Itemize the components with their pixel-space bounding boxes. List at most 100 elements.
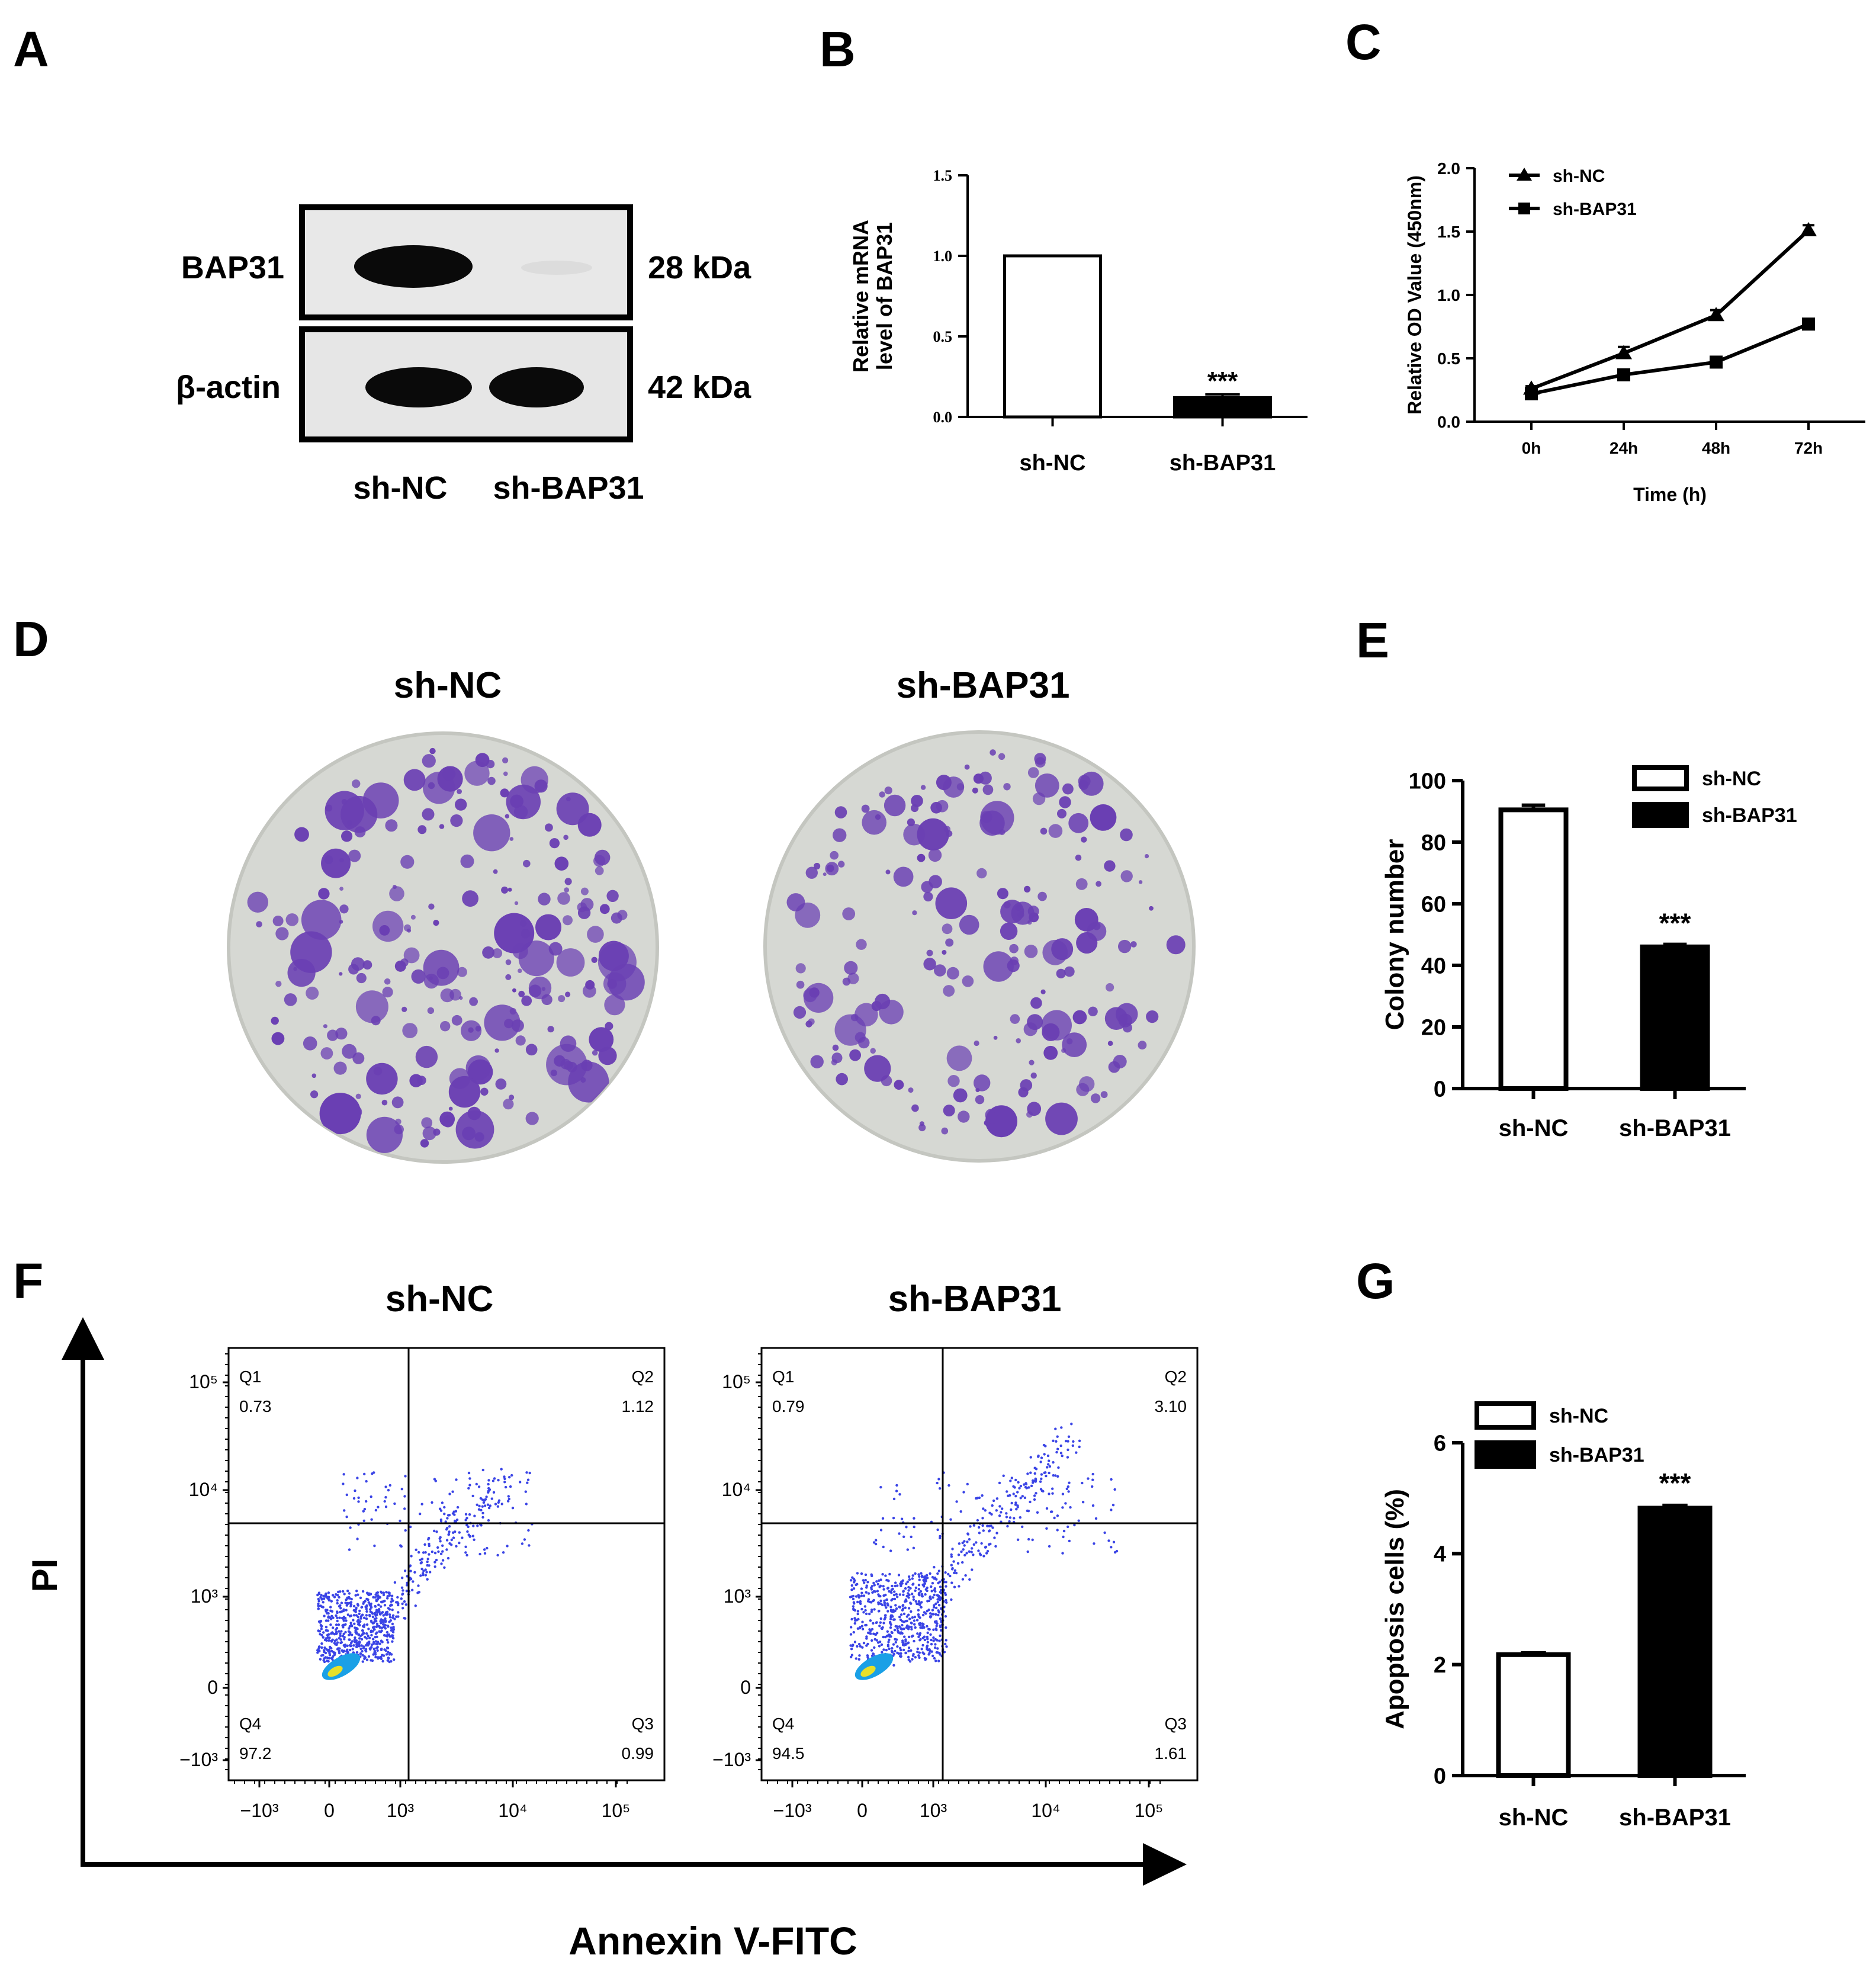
- flow-dot: [346, 1644, 349, 1647]
- flow-dot: [476, 1524, 479, 1527]
- flow-dot: [907, 1627, 910, 1630]
- flow-dot: [918, 1622, 922, 1625]
- flow-dot: [1046, 1466, 1049, 1469]
- flow-dot: [358, 1612, 361, 1615]
- colony: [1029, 1060, 1035, 1065]
- flow-dot: [862, 1611, 865, 1614]
- flow-dot: [1067, 1448, 1069, 1452]
- flow-dot: [929, 1612, 932, 1615]
- flow-dot: [452, 1510, 455, 1513]
- flow-dot: [963, 1544, 966, 1547]
- flow-dot: [370, 1495, 372, 1498]
- flow-dot: [342, 1482, 345, 1485]
- colony: [528, 984, 542, 997]
- flow-dot: [487, 1479, 490, 1482]
- flow-dot: [905, 1526, 908, 1529]
- flow-dot: [525, 1471, 528, 1474]
- flow-dot: [907, 1589, 910, 1592]
- flow-dot: [950, 1581, 953, 1584]
- flow-dot: [1043, 1471, 1046, 1474]
- flow-dot: [354, 1636, 356, 1639]
- flow-dot: [923, 1611, 926, 1614]
- flow-dot: [886, 1602, 889, 1605]
- flow-dot: [373, 1544, 376, 1548]
- data-point: [1802, 317, 1815, 331]
- flow-dot: [332, 1626, 335, 1629]
- flow-dot: [966, 1540, 969, 1543]
- flow-dot: [375, 1609, 378, 1612]
- flow-dot: [899, 1583, 902, 1587]
- data-point: [1710, 355, 1723, 369]
- flow-dot: [482, 1501, 486, 1504]
- flow-y-tick-label: 10³: [191, 1585, 219, 1607]
- flow-dot: [363, 1508, 367, 1511]
- flow-dot: [327, 1633, 330, 1636]
- flow-dot: [331, 1638, 334, 1641]
- flow-dot: [354, 1626, 356, 1629]
- flow-x-tick-label: −10³: [240, 1800, 279, 1821]
- colony: [838, 861, 845, 868]
- flow-dot: [319, 1596, 322, 1599]
- legend-swatch: [1632, 765, 1689, 791]
- flow-dot: [907, 1613, 910, 1616]
- flow-y-tick-label: 0: [207, 1677, 218, 1698]
- colony: [391, 1096, 404, 1109]
- flow-dot: [904, 1639, 907, 1643]
- flow-dot: [900, 1517, 904, 1520]
- colony: [389, 886, 404, 901]
- flow-dot: [317, 1597, 320, 1601]
- flow-dot: [323, 1638, 327, 1642]
- colony: [607, 979, 617, 989]
- flow-dot: [1112, 1540, 1116, 1543]
- flow-dot: [892, 1517, 895, 1520]
- colony: [439, 824, 445, 829]
- flow-dot: [371, 1612, 374, 1615]
- flow-dot: [404, 1603, 407, 1606]
- flow-dot: [939, 1634, 942, 1638]
- flow-dot: [428, 1544, 431, 1548]
- flow-dot: [348, 1601, 351, 1604]
- flow-dot: [433, 1561, 436, 1564]
- flow-dot: [1068, 1481, 1071, 1484]
- flow-dot: [981, 1524, 984, 1527]
- flow-dot: [344, 1630, 347, 1634]
- flow-dot: [478, 1552, 481, 1556]
- flow-dot: [895, 1625, 899, 1628]
- quadrant-value-q2: 1.12: [622, 1397, 654, 1415]
- flow-dot: [413, 1571, 416, 1574]
- flow-dot: [1021, 1495, 1024, 1498]
- flow-dot: [492, 1491, 496, 1494]
- colony: [956, 783, 965, 791]
- colony: [894, 1080, 904, 1090]
- colony: [319, 1093, 361, 1135]
- colony: [959, 914, 979, 935]
- flow-dot: [509, 1485, 512, 1488]
- flow-dot: [993, 1536, 996, 1539]
- flow-dot: [962, 1491, 965, 1494]
- flow-dot: [895, 1484, 898, 1487]
- bar: [1640, 944, 1710, 1092]
- flow-dot: [913, 1639, 915, 1643]
- flow-dot: [359, 1596, 362, 1600]
- flow-dot: [429, 1571, 432, 1574]
- colony: [501, 886, 509, 894]
- flow-dot: [317, 1645, 321, 1648]
- flow-dot: [361, 1629, 364, 1632]
- flow-dot: [365, 1623, 369, 1626]
- colony: [1100, 1091, 1108, 1099]
- quadrant-name-q2: Q2: [632, 1367, 654, 1386]
- flow-dot: [325, 1610, 327, 1613]
- flow-dot: [889, 1626, 892, 1629]
- colony: [494, 1048, 499, 1053]
- flow-dot: [912, 1653, 915, 1656]
- flow-dot: [933, 1576, 937, 1580]
- flow-dot: [445, 1548, 448, 1551]
- colony: [475, 1025, 481, 1032]
- colony: [945, 938, 954, 947]
- flow-dot: [898, 1606, 901, 1609]
- flow-dot: [860, 1587, 863, 1590]
- colony: [421, 1117, 433, 1129]
- flow-dot: [1016, 1491, 1019, 1494]
- flow-dot: [903, 1635, 906, 1638]
- flow-dot: [937, 1478, 940, 1481]
